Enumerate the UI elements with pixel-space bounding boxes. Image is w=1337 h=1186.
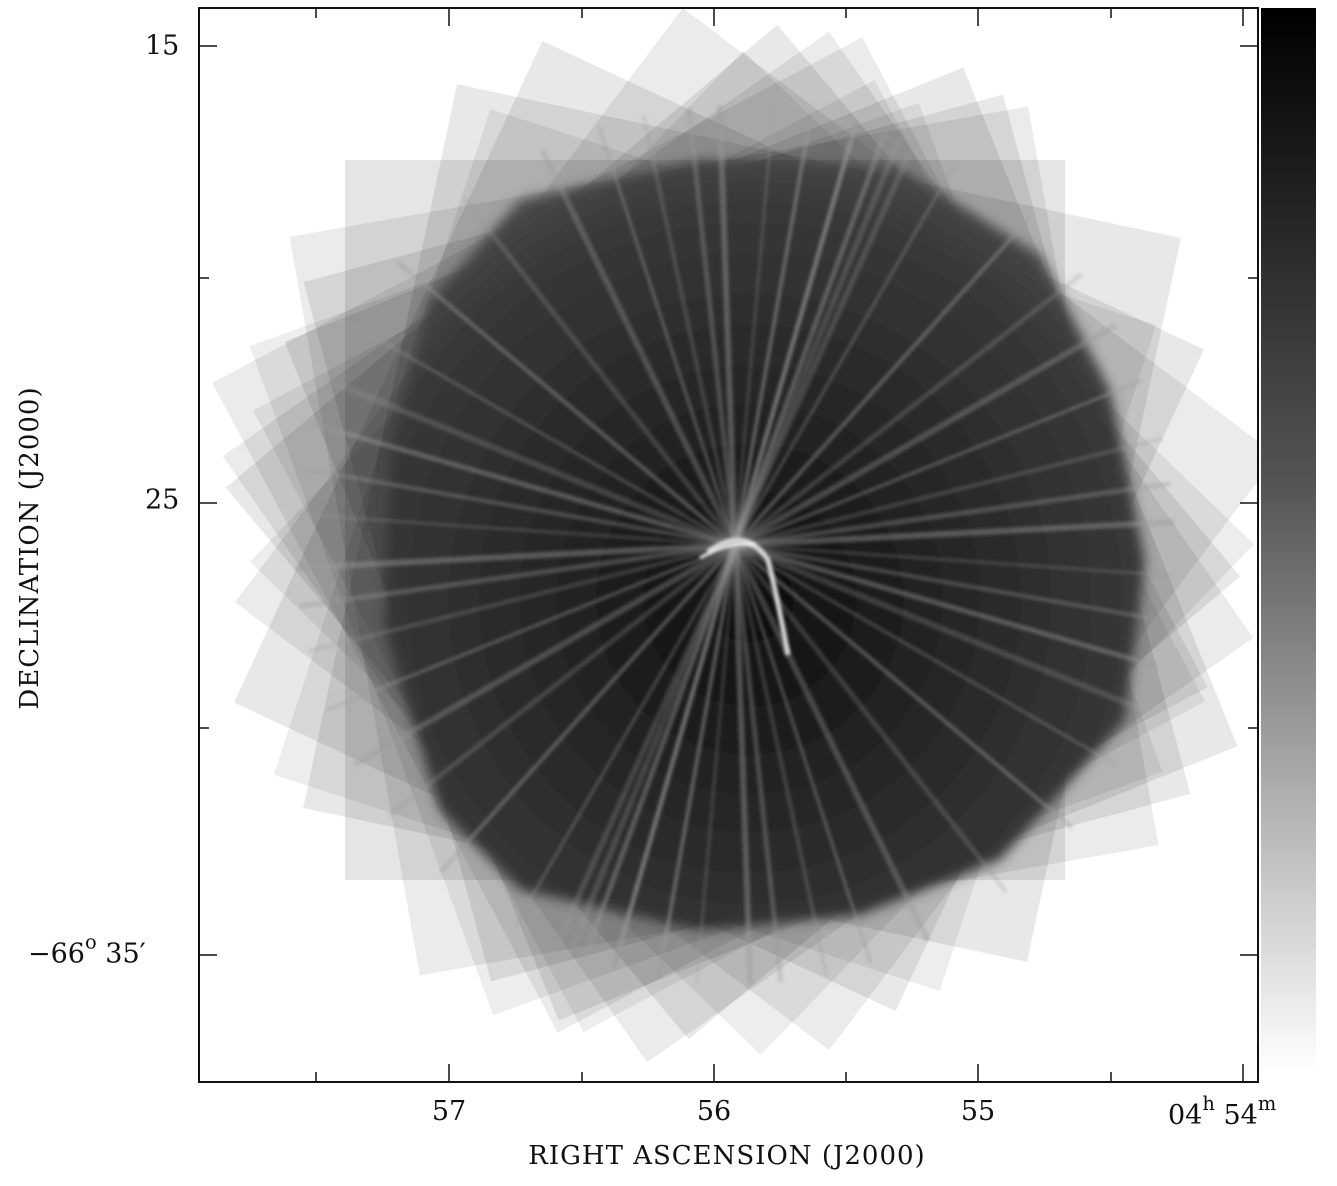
y-tick-15: 15 [145,30,180,62]
central-arc [706,537,791,656]
colorbar [1261,8,1316,1072]
x-tick-56: 56 [696,1096,732,1127]
x-tick-57: 57 [431,1096,467,1127]
x-tick-54: 04h 54m [1168,1092,1277,1131]
y-axis-title: DECLINATION (J2000) [15,386,45,710]
y-tick-25: 25 [145,484,180,516]
y-tick-35: −66o 35′ [28,930,146,970]
x-tick-55: 55 [960,1096,996,1127]
x-axis-title: RIGHT ASCENSION (J2000) [528,1141,926,1171]
plot-frame [198,7,1259,1083]
axis-ticks [199,8,1258,1082]
